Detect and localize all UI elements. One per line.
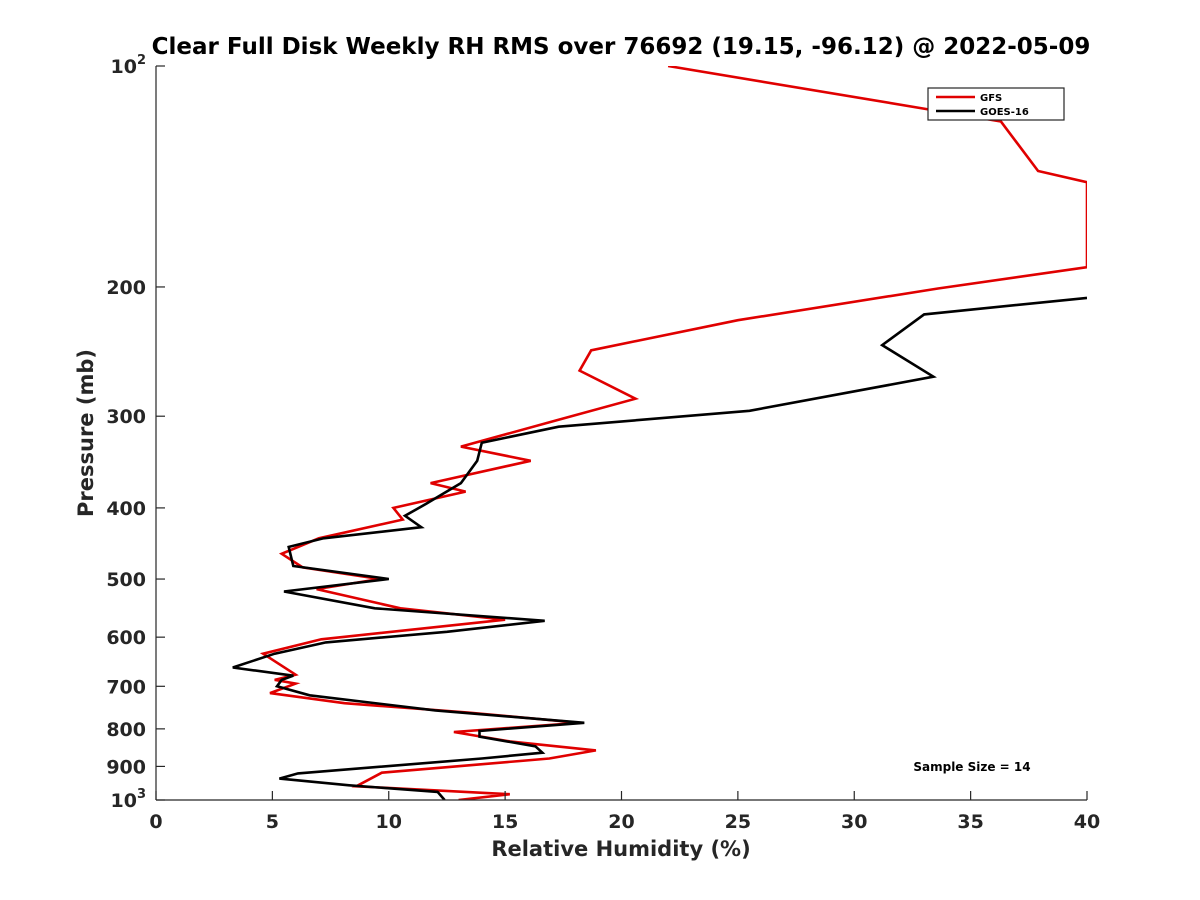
legend-box xyxy=(927,87,1065,121)
series-line-goes16 xyxy=(232,296,1087,800)
y-tick-label: 400 xyxy=(106,498,146,520)
y-ticks: 102 200 300 400 500 600 700 800 900 103 xyxy=(106,53,165,812)
sample-size-annotation: Sample Size = 14 xyxy=(913,760,1030,774)
y-tick-label: 103 xyxy=(111,787,147,812)
plot-marks xyxy=(232,66,1087,800)
y-tick-label: 300 xyxy=(106,406,146,428)
legend-label-goes16: GOES-16 xyxy=(980,107,1029,118)
x-tick-label: 10 xyxy=(376,811,402,833)
x-ticks: 0 5 10 15 20 25 30 35 40 xyxy=(149,791,1100,833)
y-tick-label: 102 xyxy=(111,53,147,78)
y-tick-label: 200 xyxy=(106,277,146,299)
legend-label-gfs: GFS xyxy=(980,93,1002,104)
y-tick-label: 900 xyxy=(106,756,146,778)
y-tick-label: 600 xyxy=(106,627,146,649)
x-tick-label: 20 xyxy=(608,811,634,833)
x-tick-label: 0 xyxy=(149,811,162,833)
y-tick-label: 700 xyxy=(106,676,146,698)
y-tick-label: 800 xyxy=(106,719,146,741)
y-axis-label: Pressure (mb) xyxy=(74,349,98,517)
x-tick-label: 5 xyxy=(266,811,279,833)
x-tick-label: 15 xyxy=(492,811,518,833)
chart-title: Clear Full Disk Weekly RH RMS over 76692… xyxy=(152,34,1091,60)
x-axis-label: Relative Humidity (%) xyxy=(491,837,750,861)
x-tick-label: 25 xyxy=(725,811,751,833)
x-tick-label: 30 xyxy=(841,811,867,833)
legend: GFS GOES-16 xyxy=(927,87,1065,121)
x-tick-label: 35 xyxy=(957,811,983,833)
x-tick-label: 40 xyxy=(1074,811,1100,833)
y-tick-label: 500 xyxy=(106,569,146,591)
